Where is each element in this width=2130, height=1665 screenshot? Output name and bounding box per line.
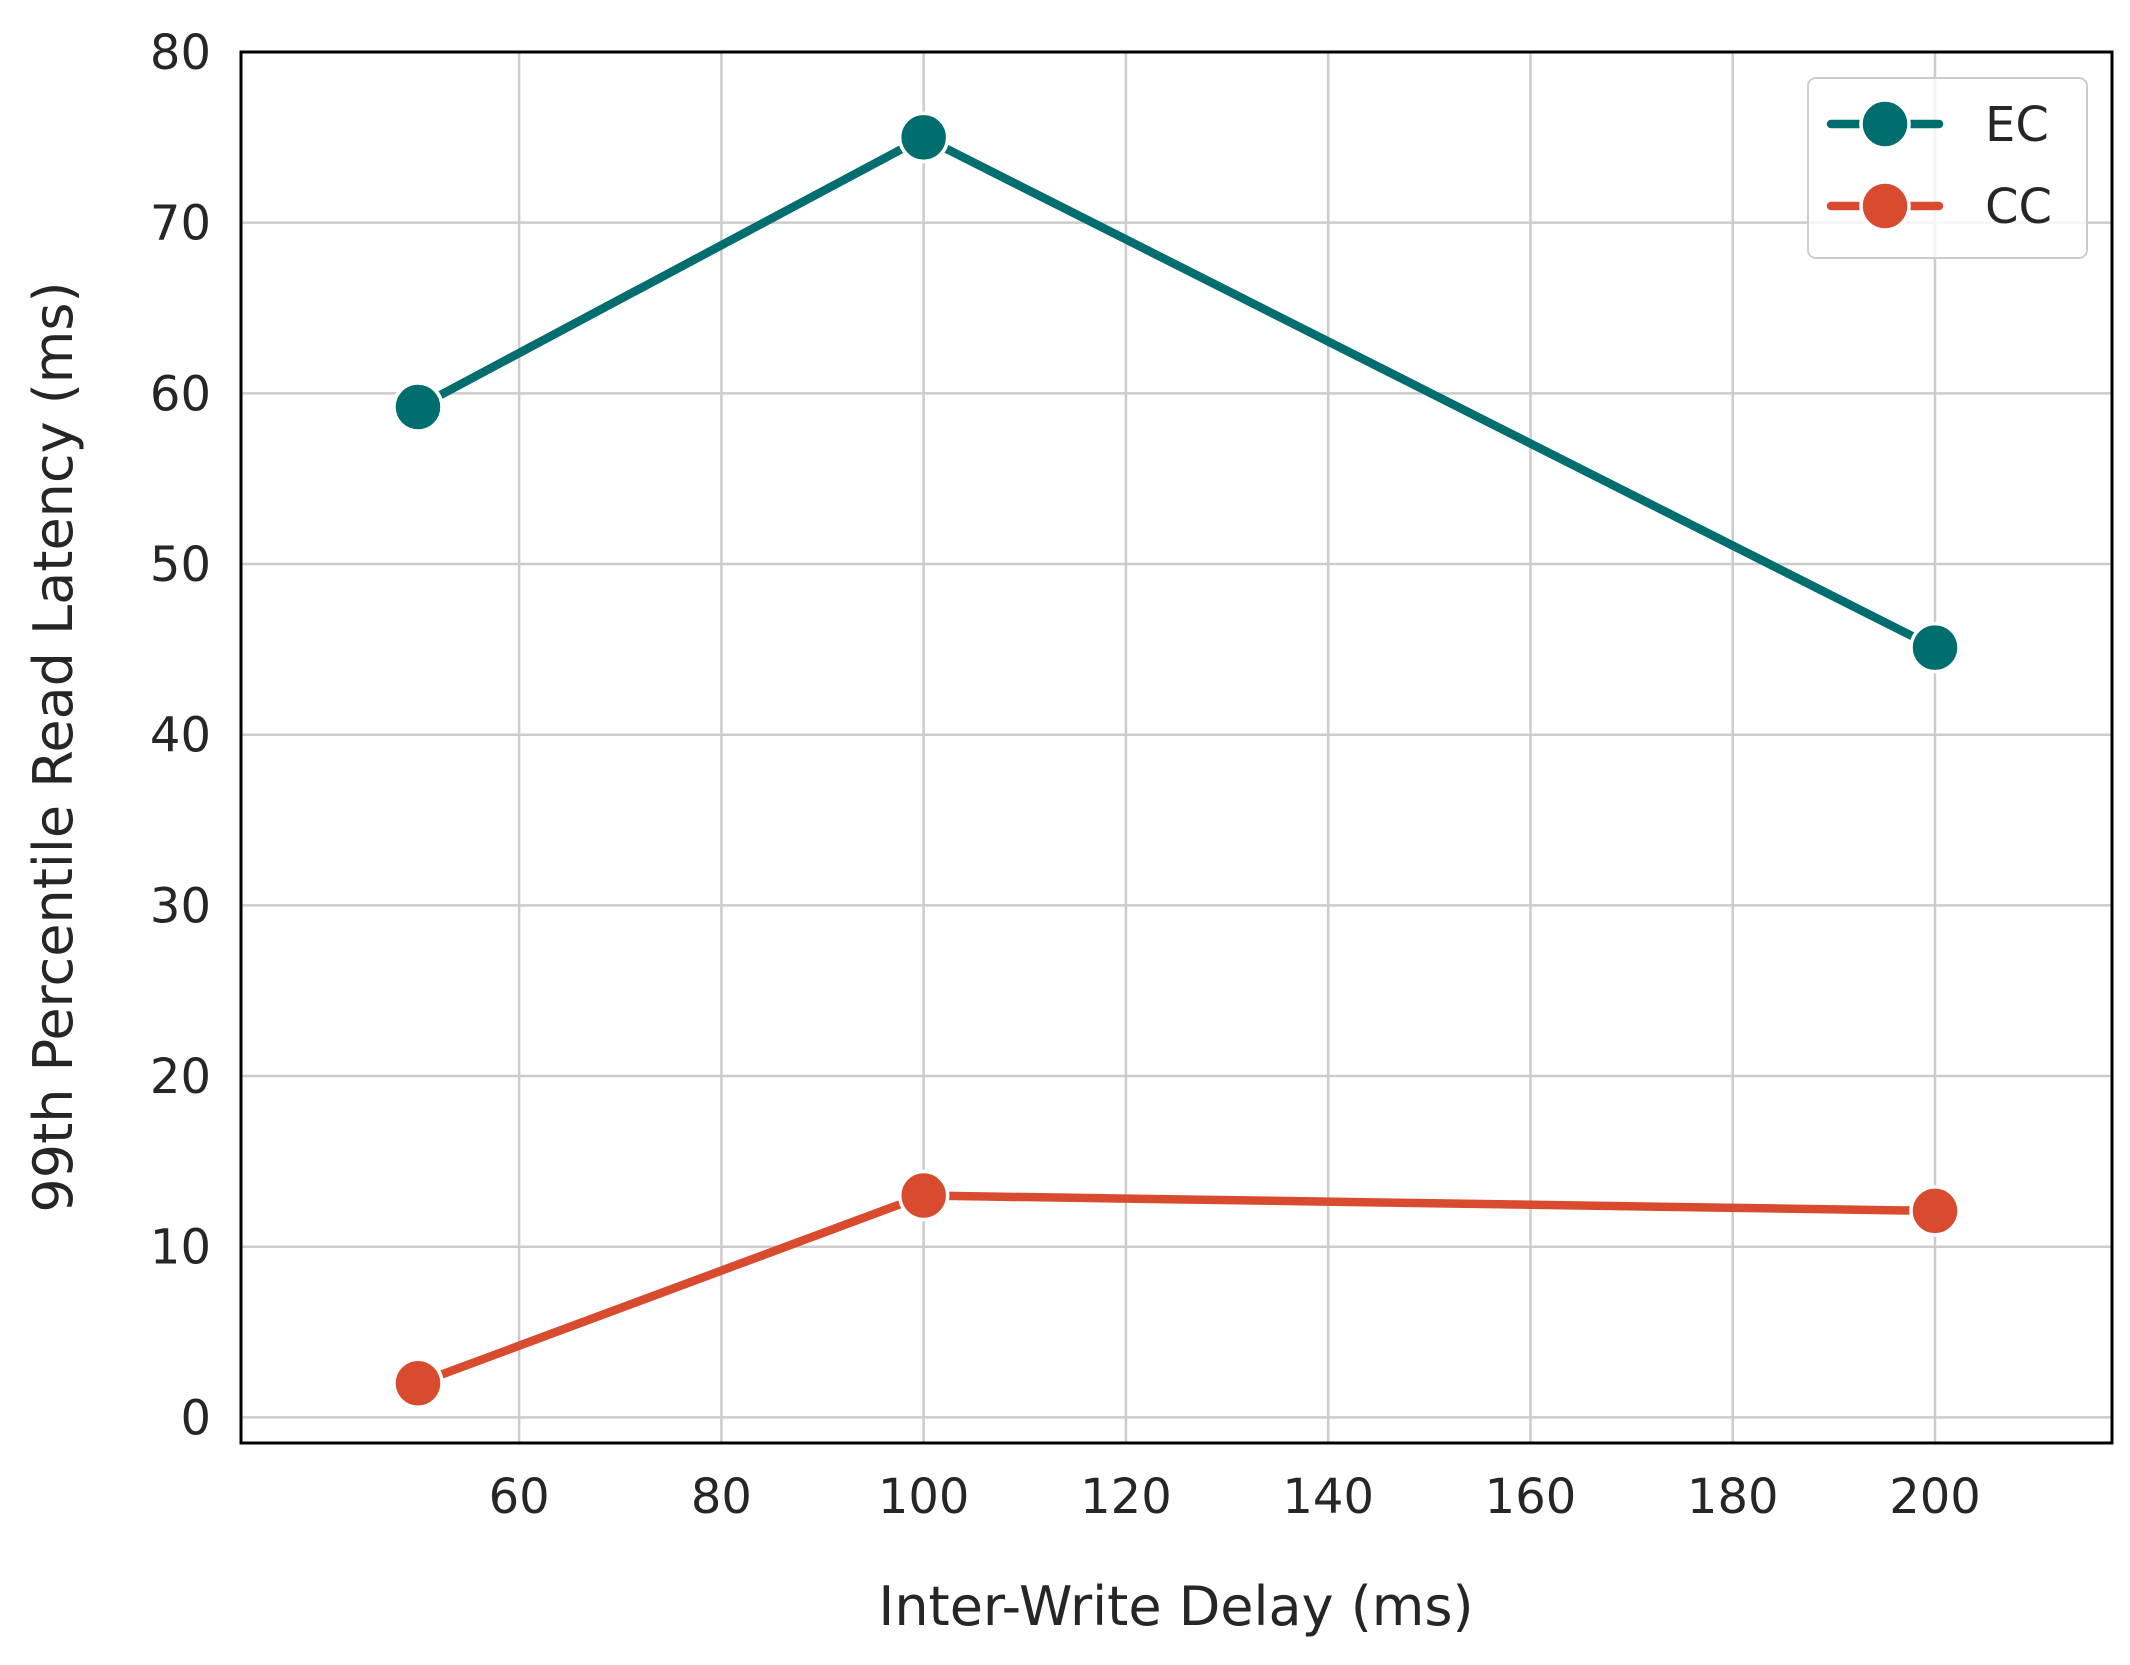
x-tick-label: 60: [489, 1469, 550, 1525]
plot-frame: [239, 50, 2114, 1445]
x-tick-label: 160: [1485, 1469, 1577, 1525]
legend-entries: EC CC: [1826, 97, 2052, 235]
series-lines: [413, 133, 1940, 1388]
y-tick-label: 80: [150, 25, 211, 81]
data-point-cc: [392, 1357, 444, 1410]
x-tick-label: 180: [1687, 1469, 1779, 1525]
y-tick-labels: 0 10 20 30 40 50 60 70 80: [150, 25, 211, 1446]
legend-marker-cc: [1859, 180, 1911, 232]
x-tick-label: 200: [1889, 1469, 1981, 1525]
y-tick-label: 10: [150, 1220, 211, 1276]
series-markers: [392, 111, 1961, 1410]
data-point-ec: [392, 381, 444, 433]
y-tick-label: 40: [150, 708, 211, 764]
legend-label-ec: EC: [1985, 97, 2049, 153]
x-tick-label: 140: [1282, 1469, 1374, 1525]
y-tick-label: 60: [150, 366, 211, 422]
y-tick-label: 70: [150, 196, 211, 252]
data-point-ec: [1909, 621, 1961, 674]
y-tick-label: 20: [150, 1049, 211, 1105]
y-axis-title: 99th Percentile Read Latency (ms): [22, 281, 85, 1212]
x-tick-label: 120: [1080, 1469, 1172, 1525]
x-axis-title: Inter-Write Delay (ms): [878, 1575, 1473, 1638]
series-line-cc: [413, 1191, 1940, 1388]
legend-marker-ec: [1859, 98, 1911, 150]
x-tick-label: 100: [878, 1469, 970, 1525]
legend-label-cc: CC: [1985, 179, 2052, 235]
x-tick-label: 80: [691, 1469, 752, 1525]
legend: EC CC: [1807, 77, 2088, 259]
x-tick-labels: 60 80 100 120 140 160 180 200: [489, 1469, 1981, 1525]
data-point-cc: [897, 1169, 950, 1222]
data-point-cc: [1909, 1185, 1961, 1237]
y-tick-label: 30: [150, 878, 211, 934]
y-tick-label: 0: [180, 1390, 211, 1446]
y-tick-label: 50: [150, 537, 211, 593]
data-point-ec: [897, 111, 950, 164]
